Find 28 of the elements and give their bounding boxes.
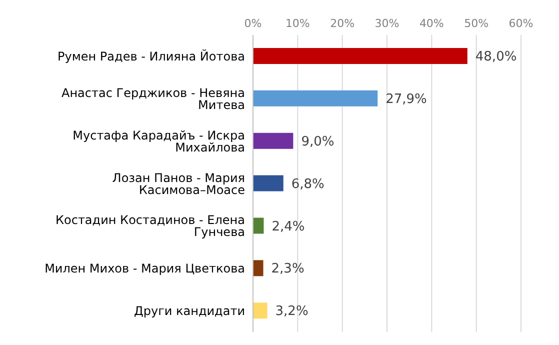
- data-label: 9,0%: [301, 134, 334, 150]
- x-tick-label: 0%: [244, 17, 262, 30]
- data-label: 27,9%: [386, 92, 427, 107]
- data-label: 2,3%: [271, 262, 304, 277]
- bar: [253, 302, 268, 319]
- x-tick-label: 10%: [285, 17, 310, 30]
- bar: [253, 132, 294, 149]
- bar: [253, 48, 468, 64]
- y-tick-label: Милен Михов - Мария Цветкова: [44, 262, 245, 276]
- bar: [253, 260, 264, 276]
- x-tick-label: 30%: [374, 17, 400, 30]
- x-tick-label: 20%: [330, 17, 355, 30]
- x-tick-label: 60%: [508, 17, 534, 30]
- y-tick-label: Мустафа Карадайъ - Искра Михайлова: [72, 128, 245, 154]
- y-tick-label: Лозан Панов - Мария Касимова–Моасе: [112, 170, 245, 197]
- bar: [253, 90, 378, 106]
- data-label: 48,0%: [475, 50, 517, 65]
- data-label: 6,8%: [291, 176, 324, 192]
- y-tick-label: Анастас Герджиков - Невяна Митева: [61, 86, 245, 112]
- y-tick-label: Костадин Костадинов - Елена Гунчева: [55, 213, 245, 240]
- data-label: 2,4%: [272, 219, 305, 234]
- data-label: 3,2%: [275, 304, 308, 320]
- y-tick-label: Други кандидати: [134, 304, 245, 318]
- x-tick-label: 40%: [419, 17, 444, 30]
- y-tick-label: Румен Радев - Илияна Йотова: [58, 48, 245, 64]
- bar: [253, 175, 284, 192]
- x-tick-label: 50%: [464, 17, 489, 30]
- bar: [253, 218, 264, 234]
